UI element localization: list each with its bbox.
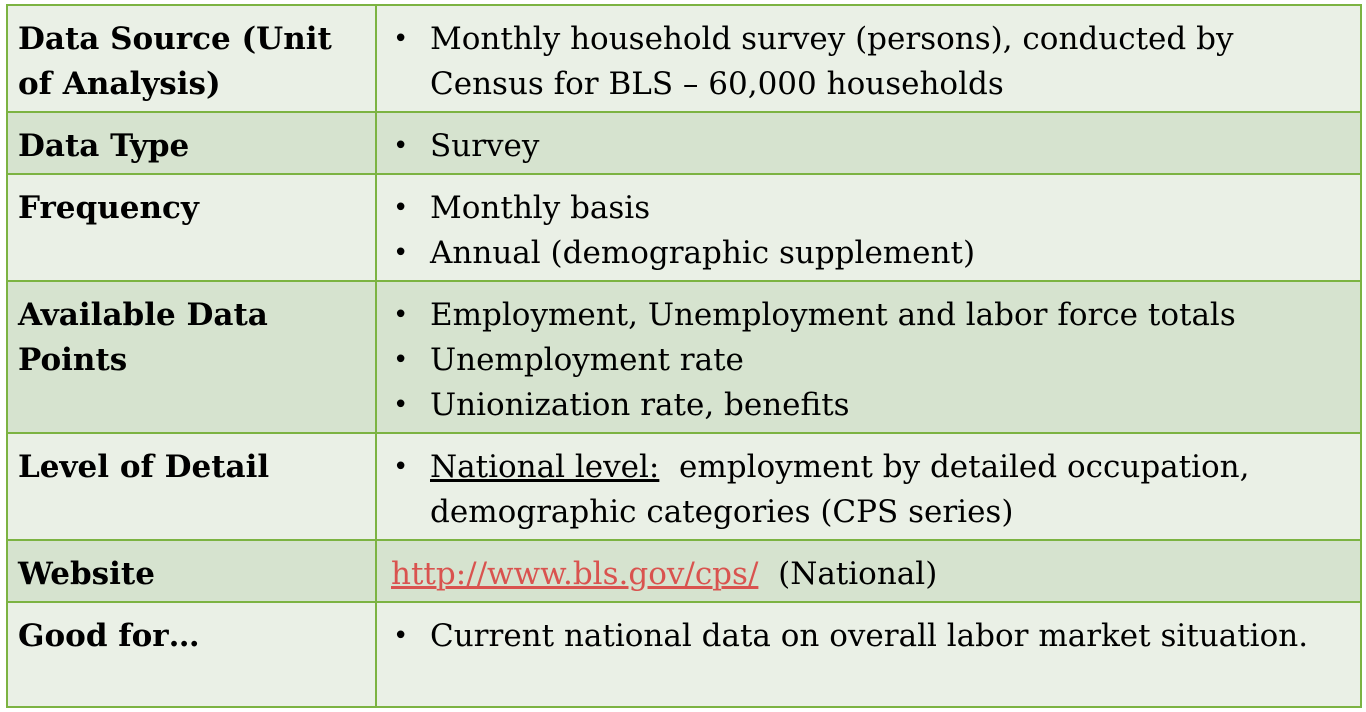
list-item: • Current national data on overall labor … [387, 614, 1350, 659]
bullet-list: • Monthly basis • Annual (demographic supp… [387, 186, 1350, 276]
row-label-text: Good for… [18, 618, 200, 654]
list-item: • Monthly household survey (persons), con… [387, 17, 1350, 107]
bullet-icon: • [393, 24, 409, 54]
table-row-available-data-points: Available Data Points • Employment, Unemp… [6, 280, 1362, 434]
row-value: • Employment, Unemployment and labor forc… [375, 280, 1362, 434]
row-label-text: Level of Detail [18, 449, 270, 485]
list-item: • Unionization rate, benefits [387, 383, 1350, 428]
table-row-level-of-detail: Level of Detail • National level: employm… [6, 432, 1362, 541]
row-value: • Monthly basis • Annual (demographic supp… [375, 173, 1362, 282]
row-value: http://www.bls.gov/cps/ (National) [375, 539, 1362, 603]
bullet-icon: • [393, 390, 409, 420]
row-label: Data Type [6, 111, 377, 175]
bullet-list: • Survey [387, 124, 1350, 169]
list-item: • Annual (demographic supplement) [387, 231, 1350, 276]
table-row-data-type: Data Type • Survey [6, 111, 1362, 175]
bullet-icon: • [393, 452, 409, 482]
row-value: • Survey [375, 111, 1362, 175]
row-label-text: Data Type [18, 128, 190, 164]
row-label-text: Available Data Points [18, 297, 268, 378]
table-row-frequency: Frequency • Monthly basis • Annual (demogr… [6, 173, 1362, 282]
row-value: • Monthly household survey (persons), con… [375, 4, 1362, 113]
website-link[interactable]: http://www.bls.gov/cps/ [391, 556, 759, 592]
row-label: Level of Detail [6, 432, 377, 541]
table-row-good-for: Good for… • Current national data on over… [6, 601, 1362, 708]
website-suffix: (National) [758, 556, 938, 592]
row-label: Website [6, 539, 377, 603]
row-value: • National level: employment by detailed … [375, 432, 1362, 541]
bullet-icon: • [393, 345, 409, 375]
row-label: Data Source (Unit of Analysis) [6, 4, 377, 113]
bullet-list: • Employment, Unemployment and labor forc… [387, 293, 1350, 428]
row-label: Available Data Points [6, 280, 377, 434]
detail-text: employment by detailed occupation, demog… [430, 449, 1260, 530]
bullet-icon: • [393, 621, 409, 651]
bullet-icon: • [393, 300, 409, 330]
bullet-list: • Current national data on overall labor … [387, 614, 1350, 659]
list-item: • National level: employment by detailed … [387, 445, 1350, 535]
list-item: • Unemployment rate [387, 338, 1350, 383]
bullet-list: • National level: employment by detailed … [387, 445, 1350, 535]
bullet-icon: • [393, 238, 409, 268]
bullet-list: • Monthly household survey (persons), con… [387, 17, 1350, 107]
list-item: • Employment, Unemployment and labor forc… [387, 293, 1350, 338]
detail-underlined-text: National level: [430, 449, 660, 485]
row-label-text: Website [18, 556, 155, 592]
row-label: Frequency [6, 173, 377, 282]
bullet-icon: • [393, 193, 409, 223]
list-item: • Survey [387, 124, 1350, 169]
table-row-website: Website http://www.bls.gov/cps/ (Nationa… [6, 539, 1362, 603]
row-label-text: Data Source (Unit of Analysis) [18, 21, 332, 102]
list-item: • Monthly basis [387, 186, 1350, 231]
row-value: • Current national data on overall labor … [375, 601, 1362, 708]
bullet-icon: • [393, 131, 409, 161]
table-row-data-source: Data Source (Unit of Analysis) • Monthly … [6, 4, 1362, 113]
row-label-text: Frequency [18, 190, 199, 226]
data-source-table: Data Source (Unit of Analysis) • Monthly … [6, 4, 1362, 708]
row-label: Good for… [6, 601, 377, 708]
